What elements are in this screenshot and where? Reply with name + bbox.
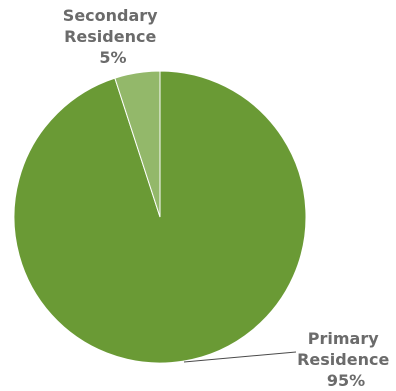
label-primary-line2: Residence	[297, 350, 389, 369]
data-label-secondary: Secondary Residence 5%	[63, 6, 163, 67]
label-primary-line1: Primary	[308, 329, 379, 348]
pie-slices	[13, 70, 307, 364]
label-secondary-percent: 5%	[99, 48, 126, 67]
data-label-primary: Primary Residence 95%	[297, 329, 395, 390]
label-secondary-line1: Secondary	[63, 6, 158, 25]
label-secondary-line2: Residence	[64, 27, 156, 46]
leader-line-primary	[183, 351, 297, 363]
label-primary-percent: 95%	[327, 371, 365, 390]
pie-slice-secondary	[114, 70, 161, 218]
